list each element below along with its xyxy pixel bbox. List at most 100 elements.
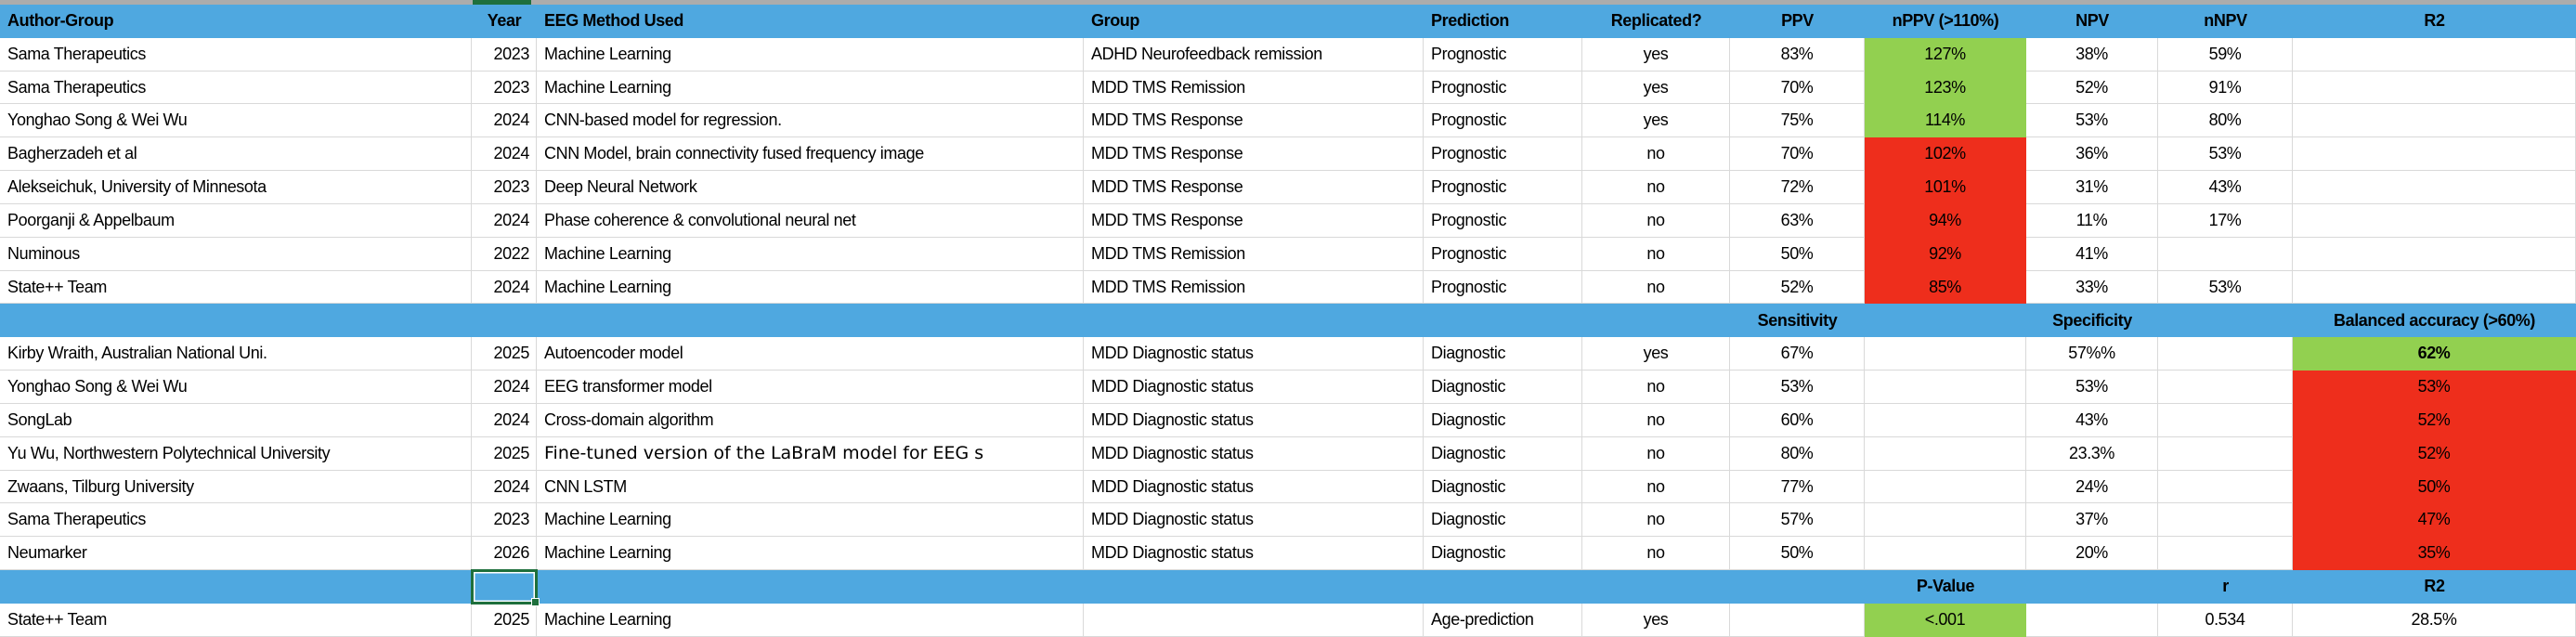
cell-nnpv[interactable] (2158, 537, 2293, 571)
cell-replicated[interactable]: no (1582, 270, 1730, 305)
fill-handle[interactable] (531, 598, 540, 606)
cell-method[interactable]: Machine Learning (537, 503, 1084, 538)
cell-r2[interactable] (2293, 71, 2576, 105)
cell-method[interactable]: Machine Learning (537, 537, 1084, 571)
cell-group[interactable] (1084, 603, 1424, 637)
cell-nnpv[interactable]: 17% (2158, 203, 2293, 238)
cell-prediction[interactable]: Diagnostic (1424, 436, 1582, 471)
cell-nnpv[interactable]: 91% (2158, 71, 2293, 105)
cell-nppv[interactable] (1865, 304, 2026, 338)
cell-method[interactable]: Fine-tuned version of the LaBraM model f… (537, 436, 1084, 471)
cell-prediction[interactable]: Diagnostic (1424, 403, 1582, 437)
cell-prediction[interactable]: Diagnostic (1424, 470, 1582, 504)
cell-ppv[interactable]: 83% (1730, 37, 1865, 72)
column-header-author[interactable]: Author-Group (0, 5, 472, 38)
cell-nnpv[interactable]: 0.534 (2158, 603, 2293, 637)
cell-npv[interactable]: 38% (2026, 37, 2158, 72)
cell-nppv[interactable]: P-Value (1865, 570, 2026, 604)
cell-ppv[interactable]: 75% (1730, 104, 1865, 138)
cell-r2[interactable] (2293, 270, 2576, 305)
cell-ppv[interactable]: 70% (1730, 137, 1865, 172)
cell-replicated[interactable]: yes (1582, 337, 1730, 371)
cell-year[interactable]: 2022 (472, 237, 537, 271)
cell-prediction[interactable]: Age-prediction (1424, 603, 1582, 637)
column-header-nppv[interactable]: nPPV (>110%) (1865, 5, 2026, 38)
cell-author[interactable]: Neumarker (0, 537, 472, 571)
column-header-ppv[interactable]: PPV (1730, 5, 1865, 38)
cell-year[interactable]: 2023 (472, 71, 537, 105)
cell-replicated[interactable]: no (1582, 503, 1730, 538)
cell-group[interactable]: MDD TMS Response (1084, 137, 1424, 172)
cell-replicated[interactable]: yes (1582, 104, 1730, 138)
cell-replicated[interactable]: no (1582, 237, 1730, 271)
cell-nppv[interactable]: 127% (1865, 37, 2026, 72)
cell-r2[interactable] (2293, 171, 2576, 204)
cell-nppv[interactable]: 114% (1865, 104, 2026, 138)
cell-replicated[interactable]: yes (1582, 37, 1730, 72)
cell-nnpv[interactable] (2158, 470, 2293, 504)
cell-nnpv[interactable] (2158, 403, 2293, 437)
cell-nnpv[interactable]: 53% (2158, 137, 2293, 172)
cell-ppv[interactable]: 50% (1730, 537, 1865, 571)
cell-year[interactable]: 2025 (472, 337, 537, 371)
cell-ppv[interactable]: 63% (1730, 203, 1865, 238)
cell-nnpv[interactable]: 80% (2158, 104, 2293, 138)
cell-r2[interactable]: 52% (2293, 403, 2576, 437)
cell-nppv[interactable] (1865, 503, 2026, 538)
column-header-group[interactable]: Group (1084, 5, 1424, 38)
cell-nppv[interactable] (1865, 537, 2026, 571)
cell-year[interactable] (472, 570, 537, 604)
column-header-method[interactable]: EEG Method Used (537, 5, 1084, 38)
cell-r2[interactable]: 28.5% (2293, 603, 2576, 637)
cell-r2[interactable]: 53% (2293, 370, 2576, 404)
cell-author[interactable]: Alekseichuk, University of Minnesota (0, 171, 472, 204)
cell-npv[interactable]: 41% (2026, 237, 2158, 271)
cell-author[interactable]: Sama Therapeutics (0, 37, 472, 72)
cell-nppv[interactable]: 101% (1865, 171, 2026, 204)
cell-r2[interactable]: 35% (2293, 537, 2576, 571)
cell-ppv[interactable]: 72% (1730, 171, 1865, 204)
cell-npv[interactable]: 31% (2026, 171, 2158, 204)
cell-nppv[interactable]: 92% (1865, 237, 2026, 271)
cell-nppv[interactable] (1865, 370, 2026, 404)
cell-year[interactable]: 2026 (472, 537, 537, 571)
cell-npv[interactable]: 53% (2026, 104, 2158, 138)
cell-ppv[interactable] (1730, 603, 1865, 637)
cell-year[interactable] (472, 304, 537, 338)
cell-nppv[interactable] (1865, 403, 2026, 437)
cell-author[interactable]: Yonghao Song & Wei Wu (0, 104, 472, 138)
cell-group[interactable]: MDD Diagnostic status (1084, 537, 1424, 571)
cell-replicated[interactable]: no (1582, 470, 1730, 504)
cell-replicated[interactable]: no (1582, 137, 1730, 172)
cell-npv[interactable]: 52% (2026, 71, 2158, 105)
cell-replicated[interactable] (1582, 304, 1730, 338)
cell-prediction[interactable] (1424, 570, 1582, 604)
cell-npv[interactable]: 11% (2026, 203, 2158, 238)
cell-year[interactable]: 2024 (472, 104, 537, 138)
cell-replicated[interactable]: no (1582, 203, 1730, 238)
cell-author[interactable]: Sama Therapeutics (0, 503, 472, 538)
cell-ppv[interactable]: 57% (1730, 503, 1865, 538)
cell-nnpv[interactable]: 43% (2158, 171, 2293, 204)
cell-method[interactable] (537, 570, 1084, 604)
cell-nnpv[interactable] (2158, 503, 2293, 538)
cell-prediction[interactable]: Prognostic (1424, 203, 1582, 238)
cell-group[interactable]: MDD Diagnostic status (1084, 470, 1424, 504)
column-header-prediction[interactable]: Prediction (1424, 5, 1582, 38)
column-header-nnpv[interactable]: nNPV (2158, 5, 2293, 38)
cell-author[interactable]: Yonghao Song & Wei Wu (0, 370, 472, 404)
cell-replicated[interactable]: no (1582, 537, 1730, 571)
cell-nppv[interactable]: <.001 (1865, 603, 2026, 637)
cell-group[interactable]: MDD Diagnostic status (1084, 337, 1424, 371)
cell-prediction[interactable]: Prognostic (1424, 37, 1582, 72)
cell-r2[interactable]: Balanced accuracy (>60%) (2293, 304, 2576, 338)
cell-nnpv[interactable] (2158, 237, 2293, 271)
cell-npv[interactable] (2026, 570, 2158, 604)
cell-replicated[interactable]: yes (1582, 603, 1730, 637)
cell-year[interactable]: 2024 (472, 203, 537, 238)
cell-group[interactable]: MDD Diagnostic status (1084, 503, 1424, 538)
cell-group[interactable]: MDD Diagnostic status (1084, 370, 1424, 404)
cell-prediction[interactable]: Prognostic (1424, 71, 1582, 105)
cell-replicated[interactable] (1582, 570, 1730, 604)
cell-prediction[interactable]: Prognostic (1424, 237, 1582, 271)
